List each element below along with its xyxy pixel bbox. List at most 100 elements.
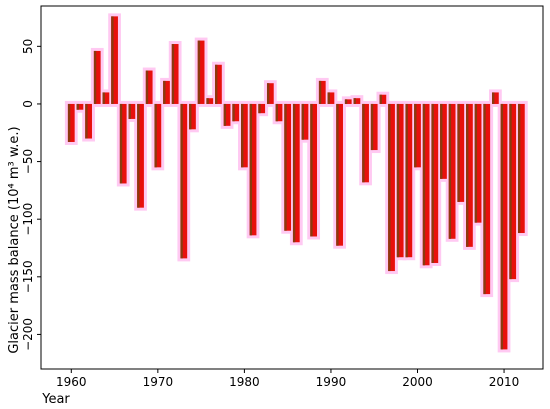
y-tick-label-0: 0	[21, 100, 35, 108]
bar-1968	[137, 103, 144, 208]
bar-1972	[171, 44, 179, 104]
bar-1983	[266, 83, 274, 104]
bar-edge-2002	[431, 103, 434, 263]
bar-1964	[102, 92, 110, 104]
x-tick-label-1980: 1980	[229, 375, 260, 389]
bar-1992	[344, 99, 352, 104]
bar-edge-2010	[500, 103, 504, 350]
bar-1961	[76, 103, 84, 110]
bar-2008	[483, 103, 491, 295]
bar-edge-1979	[232, 103, 235, 122]
bar-1995	[370, 103, 378, 151]
bar-edge-2007	[474, 103, 478, 223]
bar-edge-1969	[145, 70, 149, 104]
bar-1967	[128, 103, 136, 119]
x-tick-label-2010: 2010	[489, 375, 520, 389]
bar-1994	[362, 103, 369, 183]
bar-1971	[163, 80, 170, 104]
bar-2012	[517, 103, 525, 234]
bar-edge-1993	[353, 98, 356, 104]
bar-edge-1981	[249, 103, 253, 236]
bar-2005	[457, 103, 465, 202]
x-tick-label-2000: 2000	[402, 375, 433, 389]
bar-edge-1961	[76, 103, 79, 110]
bar-1963	[93, 50, 101, 104]
bar-edge-1997	[388, 103, 391, 272]
bar-edge-1992	[344, 99, 348, 104]
bar-1998	[396, 103, 404, 258]
bar-edge-1975	[197, 40, 201, 104]
bar-edge-1996	[379, 94, 382, 104]
bar-edge-1964	[102, 92, 105, 104]
y-tick-label--150: −150	[21, 260, 35, 293]
bar-1988	[310, 103, 318, 237]
bar-edge-2001	[422, 103, 426, 266]
bar-1970	[154, 103, 162, 168]
bar-1977	[215, 64, 222, 104]
bar-edge-1972	[171, 44, 175, 104]
x-axis-title: Year	[41, 392, 70, 407]
bar-edge-1980	[241, 103, 244, 168]
bar-1997	[388, 103, 395, 272]
y-axis-title: Glacier mass balance (10⁴ m³ w.e.)	[7, 126, 22, 353]
bar-1987	[301, 103, 309, 140]
bar-edge-1962	[85, 103, 88, 139]
bar-1965	[111, 16, 118, 104]
bar-2004	[448, 103, 456, 239]
y-tick-label-50: 50	[21, 39, 35, 54]
bar-1979	[232, 103, 240, 122]
bar-edge-2008	[483, 103, 486, 295]
bar-edge-2006	[466, 103, 469, 247]
bar-edge-1982	[258, 103, 261, 114]
x-tick-label-1960: 1960	[56, 375, 87, 389]
bar-edge-2004	[448, 103, 452, 239]
bar-edge-2000	[414, 103, 417, 168]
bar-edge-2005	[457, 103, 460, 202]
bar-1982	[258, 103, 266, 114]
plot-frame	[40, 5, 544, 370]
bar-edge-1970	[154, 103, 157, 168]
bar-edge-1983	[266, 83, 270, 104]
bar-edge-1977	[215, 64, 218, 104]
bar-1976	[206, 98, 214, 104]
bar-2003	[440, 103, 447, 179]
bar-edge-1960	[67, 103, 71, 142]
bar-edge-1995	[370, 103, 374, 151]
bar-1989	[318, 80, 326, 104]
bar-2001	[422, 103, 430, 266]
bar-1986	[292, 103, 300, 243]
bar-edge-1976	[206, 98, 209, 104]
bar-1978	[223, 103, 231, 126]
bar-edge-1987	[301, 103, 304, 140]
bar-edge-1994	[362, 103, 365, 183]
bar-1966	[119, 103, 127, 184]
bar-1985	[284, 103, 292, 231]
bar-edge-1963	[93, 50, 97, 104]
bar-edge-1986	[292, 103, 296, 243]
bar-2010	[500, 103, 508, 350]
bar-1990	[327, 92, 335, 104]
bar-1991	[336, 103, 343, 246]
bar-edge-1965	[111, 16, 114, 104]
bar-edge-1985	[284, 103, 287, 231]
y-tick-label--50: −50	[21, 149, 35, 174]
bar-edge-2011	[509, 103, 512, 280]
bar-edge-1968	[137, 103, 140, 208]
bar-1962	[85, 103, 92, 139]
bar-1975	[197, 40, 205, 104]
x-tick-label-1970: 1970	[143, 375, 174, 389]
bar-1960	[67, 103, 75, 142]
bar-2009	[492, 92, 499, 104]
bar-1980	[241, 103, 248, 168]
bar-edge-1966	[119, 103, 123, 184]
bar-1981	[249, 103, 257, 236]
bar-edge-1971	[163, 80, 166, 104]
bar-2011	[509, 103, 517, 280]
bar-edge-1974	[189, 103, 192, 130]
bar-1969	[145, 70, 153, 104]
bar-edge-1978	[223, 103, 227, 126]
bar-edge-1998	[396, 103, 400, 258]
bar-edge-1984	[275, 103, 279, 122]
bar-1993	[353, 98, 361, 104]
bar-2002	[431, 103, 439, 263]
